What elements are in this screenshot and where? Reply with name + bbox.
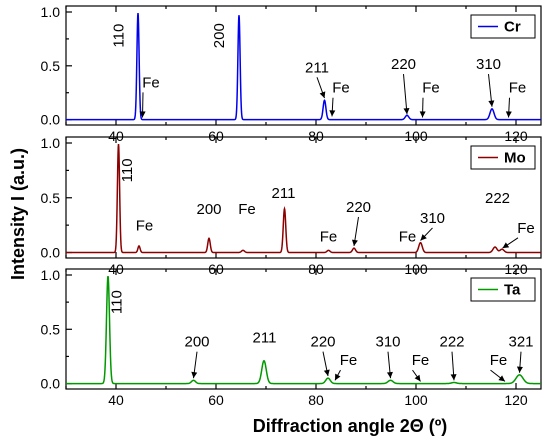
peak-label: 220	[391, 56, 416, 73]
arrow-head	[450, 374, 457, 381]
legend: Ta	[470, 277, 536, 302]
peak-label: 200	[184, 334, 209, 351]
spectrum-line	[66, 144, 541, 254]
peak-label: 220	[346, 199, 371, 216]
arrow-head	[329, 110, 336, 117]
peak-label: Fe	[320, 229, 338, 246]
arrow-head	[419, 111, 426, 118]
peak-label: 310	[375, 334, 400, 351]
peak-label: Fe	[340, 352, 358, 369]
legend: Mo	[470, 145, 536, 170]
panel-frame	[65, 136, 542, 259]
arrow-head	[335, 373, 341, 381]
arrow-head	[319, 91, 326, 99]
legend-box	[470, 277, 536, 302]
peak-label: 110	[119, 158, 136, 182]
peak-label: Fe	[412, 352, 430, 369]
peak-label: Fe	[238, 201, 256, 218]
peak-arrow	[403, 73, 408, 115]
x-tick-label: 80	[308, 128, 324, 144]
panel-frame	[65, 268, 542, 390]
peak-label: Fe	[399, 229, 417, 246]
peak-label: 222	[439, 334, 464, 351]
arrow-head	[191, 371, 198, 379]
x-tick-label: 60	[208, 392, 224, 408]
peak-label: Fe	[517, 220, 535, 237]
legend-label: Cr	[504, 19, 521, 36]
arrow-head	[502, 242, 510, 249]
y-tick-label: 1.0	[41, 135, 61, 151]
peak-label: 211	[253, 329, 277, 346]
peak-label: Fe	[422, 80, 440, 97]
arrow-head	[414, 374, 421, 382]
x-tick-label: 40	[108, 392, 124, 408]
legend: Cr	[470, 14, 536, 39]
y-tick-label: 0.5	[41, 190, 61, 206]
x-tick-label: 60	[208, 128, 224, 144]
peak-label: 310	[420, 210, 445, 227]
peak-label: 200	[196, 201, 221, 218]
y-tick-label: 1.0	[41, 267, 61, 283]
peak-label: 220	[310, 334, 335, 351]
arrow-head	[403, 108, 410, 115]
x-tick-label: 120	[504, 392, 528, 408]
y-tick-label: 0.0	[41, 112, 61, 128]
x-tick-label: 120	[504, 128, 528, 144]
arrow-head	[488, 100, 495, 107]
peak-label: Fe	[142, 74, 160, 91]
peak-label: Fe	[509, 80, 527, 97]
peak-label: Fe	[136, 218, 154, 235]
arrow-head	[323, 369, 330, 376]
peak-label: 222	[485, 190, 510, 207]
panel-ta: 40 60 80 100 120 0.0 0.5 1.0 110 200 211 220 Fe 310 Fe…	[41, 267, 542, 408]
legend-label: Ta	[504, 282, 521, 299]
peak-label: 110	[109, 290, 126, 314]
x-tick-label: 80	[308, 392, 324, 408]
peak-label: 321	[508, 334, 533, 351]
arrow-head	[351, 239, 358, 246]
peak-label: 200	[211, 23, 228, 48]
peak-label: Fe	[490, 352, 508, 369]
y-tick-label: 0.5	[41, 58, 61, 74]
arrow-head	[516, 366, 523, 373]
legend-label: Mo	[504, 150, 526, 167]
y-tick-label: 0.5	[41, 321, 61, 337]
x-tick-label: 100	[404, 128, 428, 144]
peak-label: 211	[272, 185, 296, 202]
spectrum-line	[66, 13, 541, 121]
y-tick-label: 0.0	[41, 245, 61, 261]
arrow-head	[386, 371, 393, 379]
y-tick-label: 0.0	[41, 376, 61, 392]
spectrum-line	[66, 275, 541, 385]
peak-label: 110	[111, 24, 128, 48]
legend-box	[470, 14, 536, 39]
arrow-head	[420, 234, 427, 241]
x-tick-label: 40	[108, 128, 124, 144]
peak-label: 211	[305, 59, 329, 76]
peak-label: Fe	[332, 80, 350, 97]
legend-box	[470, 145, 536, 170]
arrow-head	[498, 375, 505, 382]
x-axis-title: Diffraction angle 2Θ (º)	[253, 416, 448, 436]
y-tick-label: 1.0	[41, 4, 61, 20]
arrow-head	[139, 111, 146, 118]
y-axis-title: Intensity I (a.u.)	[8, 148, 28, 280]
x-tick-label: 100	[404, 392, 428, 408]
peak-label: 310	[476, 56, 501, 73]
arrow-head	[505, 111, 512, 118]
